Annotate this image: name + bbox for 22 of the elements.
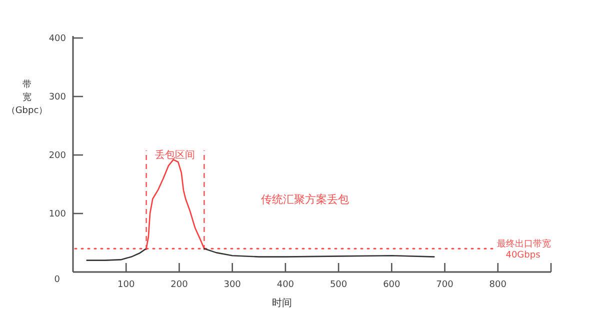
x-tick-label: 500 bbox=[330, 280, 348, 290]
line-series bbox=[146, 159, 205, 250]
y-axis-title: 带宽（Gbpc） bbox=[6, 79, 48, 116]
x-tick-label: 800 bbox=[489, 280, 507, 290]
x-tick-label: 300 bbox=[224, 280, 242, 290]
line-series bbox=[86, 248, 147, 261]
y-tick-label: 0 bbox=[54, 275, 60, 285]
x-tick-label: 700 bbox=[436, 280, 454, 290]
y-tick-label: 200 bbox=[48, 151, 66, 161]
y-tick-label: 100 bbox=[48, 210, 66, 220]
x-tick-label: 600 bbox=[383, 280, 401, 290]
ref-line-label: 最终出口带宽 bbox=[497, 238, 551, 250]
x-tick-label: 100 bbox=[118, 280, 135, 290]
annotation: 传统汇聚方案丢包 bbox=[261, 193, 349, 206]
x-tick-label: 400 bbox=[276, 280, 294, 290]
x-axis-title: 时间 bbox=[272, 297, 292, 309]
x-tick-label: 200 bbox=[170, 280, 188, 290]
line-series bbox=[204, 248, 435, 258]
annotation: 丢包区间 bbox=[154, 149, 195, 161]
y-tick-label: 400 bbox=[48, 34, 66, 44]
annotation: 40Gbps bbox=[506, 250, 541, 261]
y-tick-label: 300 bbox=[48, 92, 66, 102]
